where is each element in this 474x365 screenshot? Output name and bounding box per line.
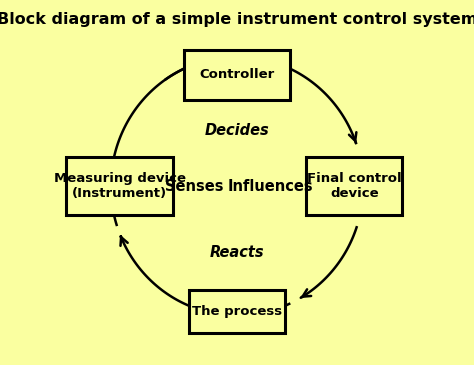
Text: Controller: Controller — [200, 68, 274, 81]
Text: Measuring device
(Instrument): Measuring device (Instrument) — [54, 172, 186, 200]
Text: Block diagram of a simple instrument control system: Block diagram of a simple instrument con… — [0, 12, 474, 27]
FancyBboxPatch shape — [66, 157, 173, 215]
FancyBboxPatch shape — [306, 157, 402, 215]
Text: Influences: Influences — [228, 178, 314, 193]
Text: Senses: Senses — [165, 178, 224, 193]
Text: Decides: Decides — [205, 123, 269, 138]
Text: Reacts: Reacts — [210, 245, 264, 260]
FancyBboxPatch shape — [189, 290, 285, 334]
Text: The process: The process — [192, 306, 282, 318]
Text: Final control
device: Final control device — [307, 172, 401, 200]
FancyBboxPatch shape — [184, 50, 290, 100]
